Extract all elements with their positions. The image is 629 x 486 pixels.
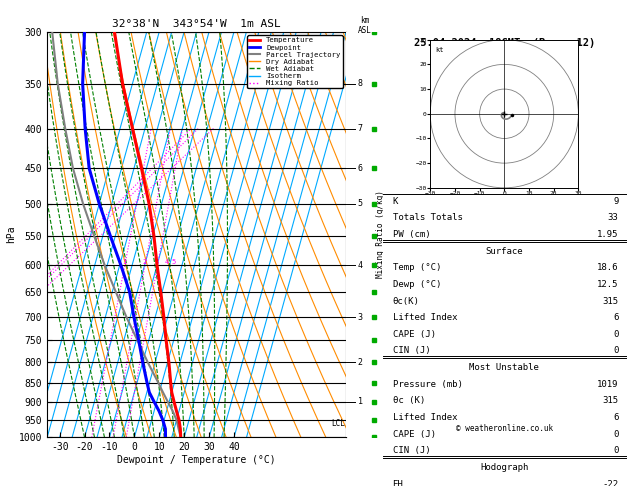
Text: θc(K): θc(K): [392, 296, 420, 306]
Text: Pressure (mb): Pressure (mb): [392, 380, 462, 389]
Text: 4: 4: [164, 259, 169, 265]
Text: LCL: LCL: [331, 419, 345, 428]
Text: 1.95: 1.95: [597, 230, 618, 239]
Text: 0: 0: [613, 446, 618, 455]
Text: Dewp (°C): Dewp (°C): [392, 280, 441, 289]
Title: 32°38'N  343°54'W  1m ASL: 32°38'N 343°54'W 1m ASL: [113, 19, 281, 30]
Text: 1019: 1019: [597, 380, 618, 389]
Text: 1: 1: [358, 398, 363, 406]
Text: CAPE (J): CAPE (J): [392, 330, 435, 339]
Text: θc (K): θc (K): [392, 397, 425, 405]
Text: 25.04.2024  18GMT  (Base: 12): 25.04.2024 18GMT (Base: 12): [414, 38, 595, 48]
Text: 6: 6: [613, 313, 618, 322]
Text: PW (cm): PW (cm): [392, 230, 430, 239]
Text: CIN (J): CIN (J): [392, 347, 430, 355]
Text: 6: 6: [358, 164, 363, 173]
Y-axis label: hPa: hPa: [6, 226, 16, 243]
Text: 2: 2: [358, 358, 363, 367]
Text: Lifted Index: Lifted Index: [392, 413, 457, 422]
Text: K: K: [392, 197, 398, 206]
Text: 0: 0: [613, 330, 618, 339]
Text: CIN (J): CIN (J): [392, 446, 430, 455]
Text: 315: 315: [603, 296, 618, 306]
Text: CAPE (J): CAPE (J): [392, 430, 435, 439]
Text: 315: 315: [603, 397, 618, 405]
Text: 7: 7: [358, 124, 363, 133]
Text: 12.5: 12.5: [597, 280, 618, 289]
Text: 5: 5: [358, 199, 363, 208]
Text: km
ASL: km ASL: [357, 16, 371, 35]
Text: Most Unstable: Most Unstable: [469, 363, 539, 372]
Text: -22: -22: [603, 480, 618, 486]
Text: 5: 5: [172, 259, 175, 265]
Text: Hodograph: Hodograph: [480, 463, 528, 472]
Text: 33: 33: [608, 213, 618, 223]
Text: Lifted Index: Lifted Index: [392, 313, 457, 322]
Text: Temp (°C): Temp (°C): [392, 263, 441, 272]
Text: Mixing Ratio (g/kg): Mixing Ratio (g/kg): [377, 191, 386, 278]
Text: EH: EH: [392, 480, 403, 486]
Text: Totals Totals: Totals Totals: [392, 213, 462, 223]
Text: 9: 9: [613, 197, 618, 206]
Text: 3: 3: [155, 259, 159, 265]
Text: 18.6: 18.6: [597, 263, 618, 272]
Text: 3: 3: [358, 312, 363, 322]
Text: 1: 1: [123, 259, 126, 265]
Text: 8: 8: [358, 79, 363, 88]
Text: 4: 4: [358, 260, 363, 270]
Text: 6: 6: [613, 413, 618, 422]
Text: Surface: Surface: [486, 247, 523, 256]
Text: © weatheronline.co.uk: © weatheronline.co.uk: [456, 423, 553, 433]
Text: 2: 2: [143, 259, 147, 265]
Text: 0: 0: [613, 347, 618, 355]
X-axis label: Dewpoint / Temperature (°C): Dewpoint / Temperature (°C): [118, 455, 276, 465]
Text: 0: 0: [613, 430, 618, 439]
Legend: Temperature, Dewpoint, Parcel Trajectory, Dry Adiabat, Wet Adiabat, Isotherm, Mi: Temperature, Dewpoint, Parcel Trajectory…: [247, 35, 343, 88]
